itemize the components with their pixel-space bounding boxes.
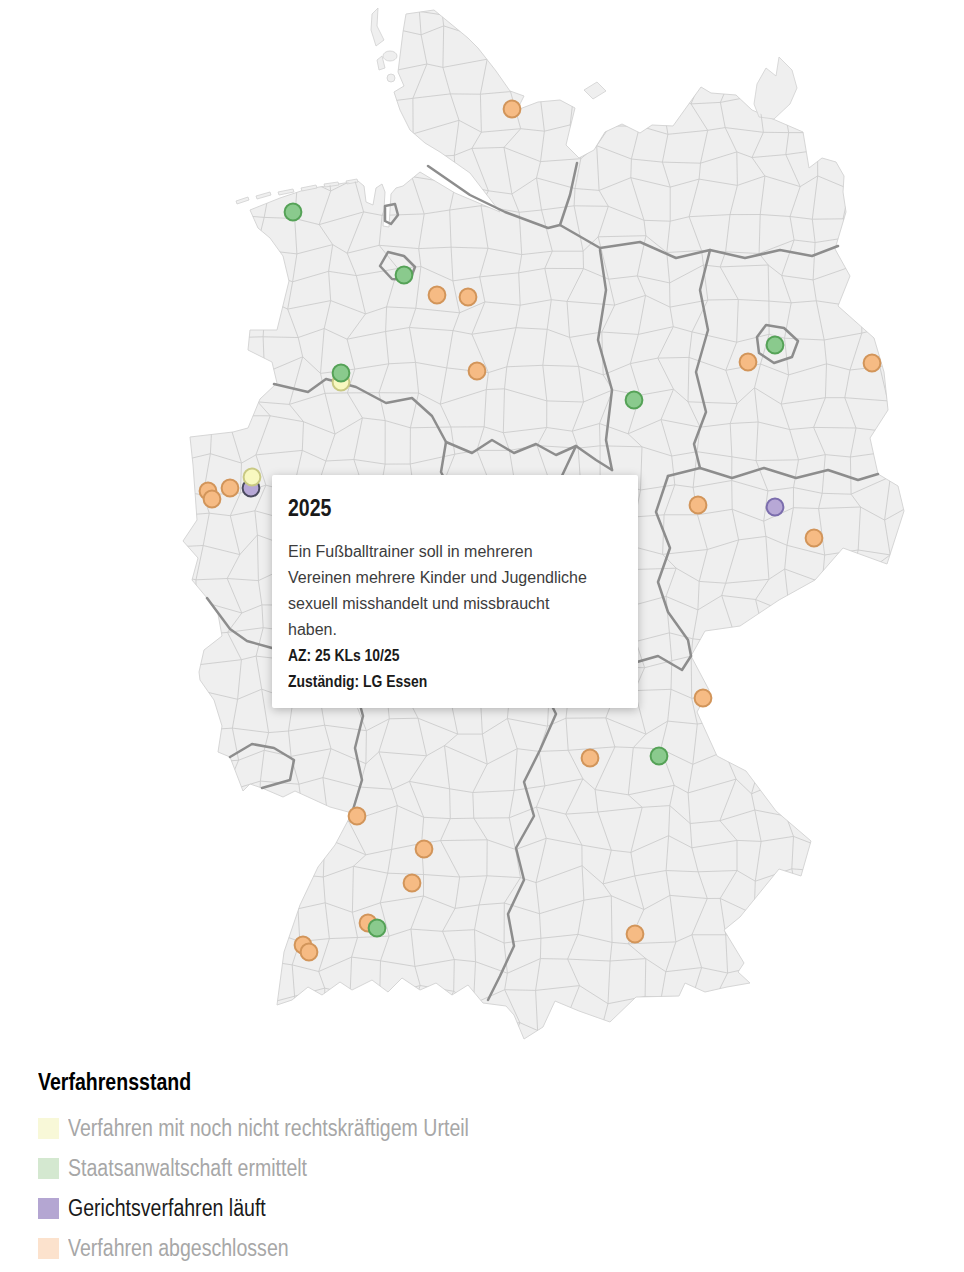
case-marker-abgeschlossen[interactable] bbox=[864, 355, 881, 372]
swatch-abgeschlossen bbox=[38, 1238, 59, 1259]
case-marker-abgeschlossen[interactable] bbox=[806, 530, 823, 547]
swatch-ermittelt bbox=[38, 1158, 59, 1179]
case-marker-abgeschlossen[interactable] bbox=[301, 944, 318, 961]
case-marker-abgeschlossen[interactable] bbox=[627, 926, 644, 943]
map-page: 2025 Ein Fußballtrainer soll in mehreren… bbox=[0, 0, 964, 1272]
tooltip-year: 2025 bbox=[288, 495, 622, 522]
case-marker-abgeschlossen[interactable] bbox=[429, 287, 446, 304]
swatch-urteil bbox=[38, 1118, 59, 1139]
legend-title: Verfahrensstand bbox=[38, 1069, 540, 1096]
legend-item-ermittelt[interactable]: Staatsanwaltschaft ermittelt bbox=[38, 1148, 540, 1188]
case-marker-abgeschlossen[interactable] bbox=[204, 491, 221, 508]
legend-label-gericht: Gerichtsverfahren läuft bbox=[68, 1195, 266, 1222]
case-marker-abgeschlossen[interactable] bbox=[404, 875, 421, 892]
case-marker-abgeschlossen[interactable] bbox=[349, 808, 366, 825]
case-marker-abgeschlossen[interactable] bbox=[222, 480, 239, 497]
swatch-gericht bbox=[38, 1198, 59, 1219]
case-marker-urteil[interactable] bbox=[244, 469, 261, 486]
case-marker-gericht[interactable] bbox=[767, 499, 784, 516]
legend-label-urteil: Verfahren mit noch nicht rechtskräftigem… bbox=[68, 1115, 469, 1142]
case-marker-ermittelt[interactable] bbox=[767, 337, 784, 354]
legend-item-abgeschlossen[interactable]: Verfahren abgeschlossen bbox=[38, 1228, 540, 1268]
tooltip-description: Ein Fußballtrainer soll in mehreren Vere… bbox=[288, 539, 622, 643]
case-marker-abgeschlossen[interactable] bbox=[582, 750, 599, 767]
case-marker-ermittelt[interactable] bbox=[396, 267, 413, 284]
case-marker-abgeschlossen[interactable] bbox=[504, 101, 521, 118]
case-marker-ermittelt[interactable] bbox=[369, 920, 386, 937]
case-marker-ermittelt[interactable] bbox=[626, 392, 643, 409]
case-marker-ermittelt[interactable] bbox=[285, 204, 302, 221]
case-marker-ermittelt[interactable] bbox=[651, 748, 668, 765]
legend-label-ermittelt: Staatsanwaltschaft ermittelt bbox=[68, 1155, 307, 1182]
case-marker-abgeschlossen[interactable] bbox=[740, 354, 757, 371]
case-marker-ermittelt[interactable] bbox=[333, 365, 350, 382]
legend-item-urteil[interactable]: Verfahren mit noch nicht rechtskräftigem… bbox=[38, 1108, 540, 1148]
tooltip-case-number: AZ: 25 KLs 10/25 bbox=[288, 643, 579, 669]
legend-item-gericht[interactable]: Gerichtsverfahren läuft bbox=[38, 1188, 540, 1228]
case-tooltip: 2025 Ein Fußballtrainer soll in mehreren… bbox=[272, 475, 638, 708]
case-marker-abgeschlossen[interactable] bbox=[416, 841, 433, 858]
case-marker-abgeschlossen[interactable] bbox=[695, 690, 712, 707]
case-marker-abgeschlossen[interactable] bbox=[469, 363, 486, 380]
case-marker-abgeschlossen[interactable] bbox=[690, 497, 707, 514]
legend: Verfahrensstand Verfahren mit noch nicht… bbox=[38, 1069, 540, 1268]
legend-label-abgeschlossen: Verfahren abgeschlossen bbox=[68, 1235, 289, 1262]
tooltip-court: Zuständig: LG Essen bbox=[288, 669, 579, 695]
case-marker-abgeschlossen[interactable] bbox=[460, 289, 477, 306]
